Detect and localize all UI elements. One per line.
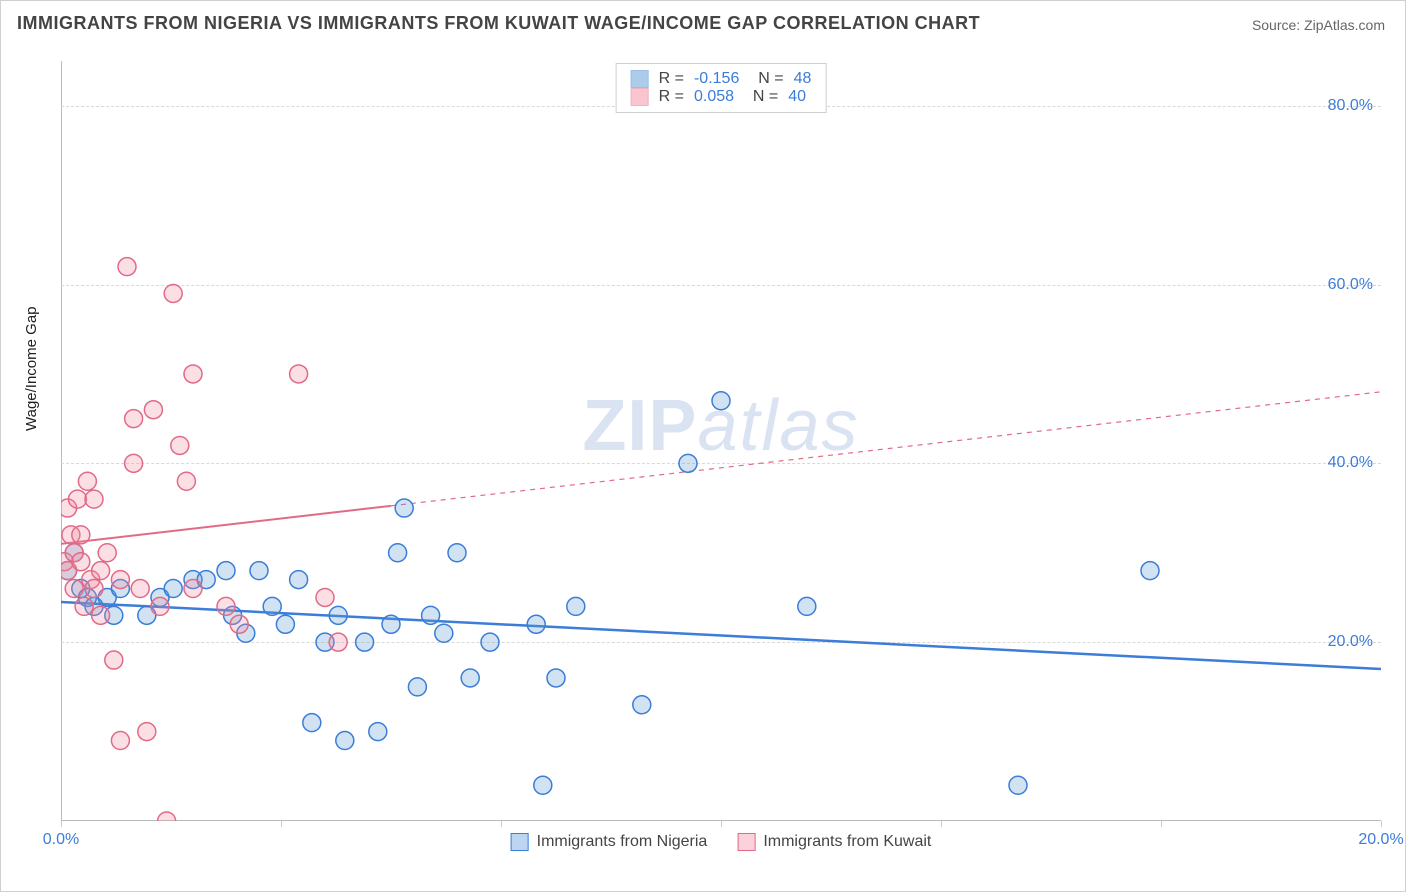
x-tick: [281, 821, 282, 827]
legend-swatch: [631, 70, 649, 88]
stats-N-value: 48: [794, 70, 812, 88]
legend-bottom: Immigrants from Nigeria Immigrants from K…: [511, 833, 932, 851]
stats-row: R = 0.058 N = 40: [631, 88, 812, 106]
legend-swatch: [511, 833, 529, 851]
x-tick: [1161, 821, 1162, 827]
legend-item: Immigrants from Nigeria: [511, 833, 708, 851]
x-tick: [61, 821, 62, 827]
stats-R-label: R =: [659, 70, 684, 88]
stats-row: R = -0.156 N = 48: [631, 70, 812, 88]
legend-swatch: [737, 833, 755, 851]
stats-N-label: N =: [749, 70, 783, 88]
stats-N-value: 40: [788, 88, 806, 106]
stats-R-value: -0.156: [694, 70, 739, 88]
x-tick: [1381, 821, 1382, 827]
scatter-svg: [61, 61, 1381, 821]
stats-legend-box: R = -0.156 N = 48 R = 0.058 N = 40: [616, 63, 827, 113]
y-tick-label: 40.0%: [1328, 454, 1373, 472]
legend-label: Immigrants from Nigeria: [537, 833, 708, 851]
x-tick: [501, 821, 502, 827]
y-tick-label: 80.0%: [1328, 97, 1373, 115]
legend-label: Immigrants from Kuwait: [763, 833, 931, 851]
chart-title: IMMIGRANTS FROM NIGERIA VS IMMIGRANTS FR…: [17, 13, 980, 34]
legend-item: Immigrants from Kuwait: [737, 833, 931, 851]
x-tick-label: 0.0%: [43, 831, 79, 849]
chart-container: IMMIGRANTS FROM NIGERIA VS IMMIGRANTS FR…: [0, 0, 1406, 892]
plot-area: ZIPatlas R =-0.156 N =48R =0.058 N =40 I…: [61, 61, 1381, 821]
source-label: Source: ZipAtlas.com: [1252, 17, 1385, 33]
legend-swatch: [631, 88, 649, 106]
x-tick-label: 20.0%: [1358, 831, 1403, 849]
x-tick: [721, 821, 722, 827]
y-tick-label: 60.0%: [1328, 276, 1373, 294]
y-tick-label: 20.0%: [1328, 633, 1373, 651]
y-axis-label: Wage/Income Gap: [23, 306, 40, 431]
stats-N-label: N =: [744, 88, 778, 106]
stats-R-label: R =: [659, 88, 684, 106]
stats-R-value: 0.058: [694, 88, 734, 106]
x-tick: [941, 821, 942, 827]
